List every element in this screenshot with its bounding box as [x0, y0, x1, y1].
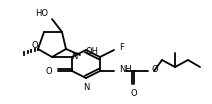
Text: N: N [71, 52, 77, 61]
Text: N: N [83, 83, 89, 92]
Text: F: F [119, 43, 124, 51]
Text: O: O [45, 66, 52, 76]
Text: HO: HO [35, 9, 48, 17]
Text: NH: NH [119, 64, 132, 74]
Text: O: O [131, 89, 137, 98]
Text: O: O [152, 66, 159, 74]
Text: O: O [32, 41, 38, 51]
Text: OH: OH [86, 48, 99, 56]
